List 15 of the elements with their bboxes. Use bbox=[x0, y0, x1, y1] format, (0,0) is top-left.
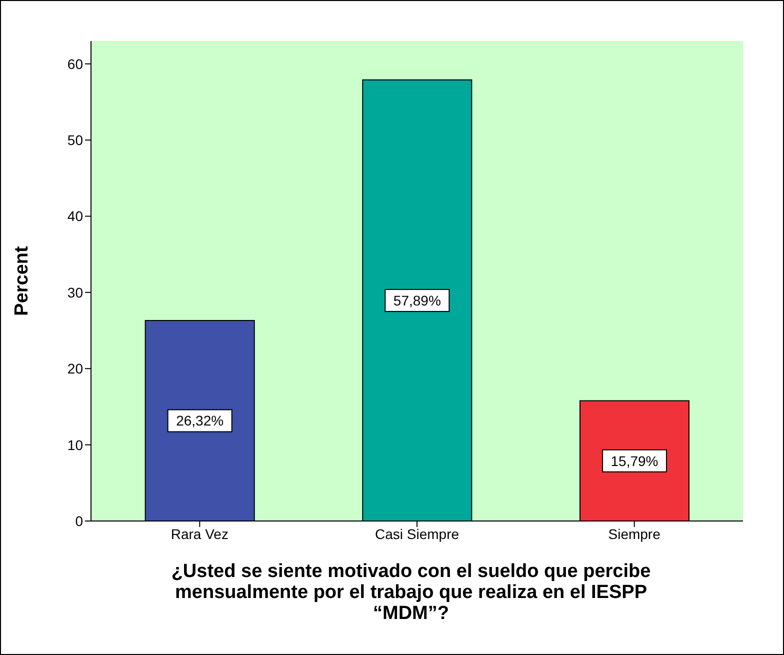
y-tick-label: 40 bbox=[67, 208, 84, 224]
data-label: 57,89% bbox=[393, 292, 441, 308]
x-axis-title: ¿Usted se siente motivado con el sueldo que percibe mensualmente por el trabajo que realiza en el IESPP “MDM”? bbox=[170, 561, 652, 624]
y-tick-label: 50 bbox=[67, 132, 84, 148]
y-tick-label: 10 bbox=[67, 436, 84, 453]
y-tick-label: 0 bbox=[75, 512, 84, 529]
x-tick-label: Rara Vez bbox=[170, 526, 228, 542]
data-label: 15,79% bbox=[610, 452, 658, 469]
x-tick-label: Siempre bbox=[608, 526, 661, 542]
y-tick-label: 30 bbox=[67, 284, 84, 300]
y-tick-label: 60 bbox=[67, 56, 84, 72]
x-tick-label: Casi Siempre bbox=[374, 526, 460, 542]
data-label: 26,32% bbox=[176, 412, 224, 429]
y-tick-label: 20 bbox=[67, 360, 84, 377]
y-axis-title: Percent bbox=[12, 245, 33, 316]
